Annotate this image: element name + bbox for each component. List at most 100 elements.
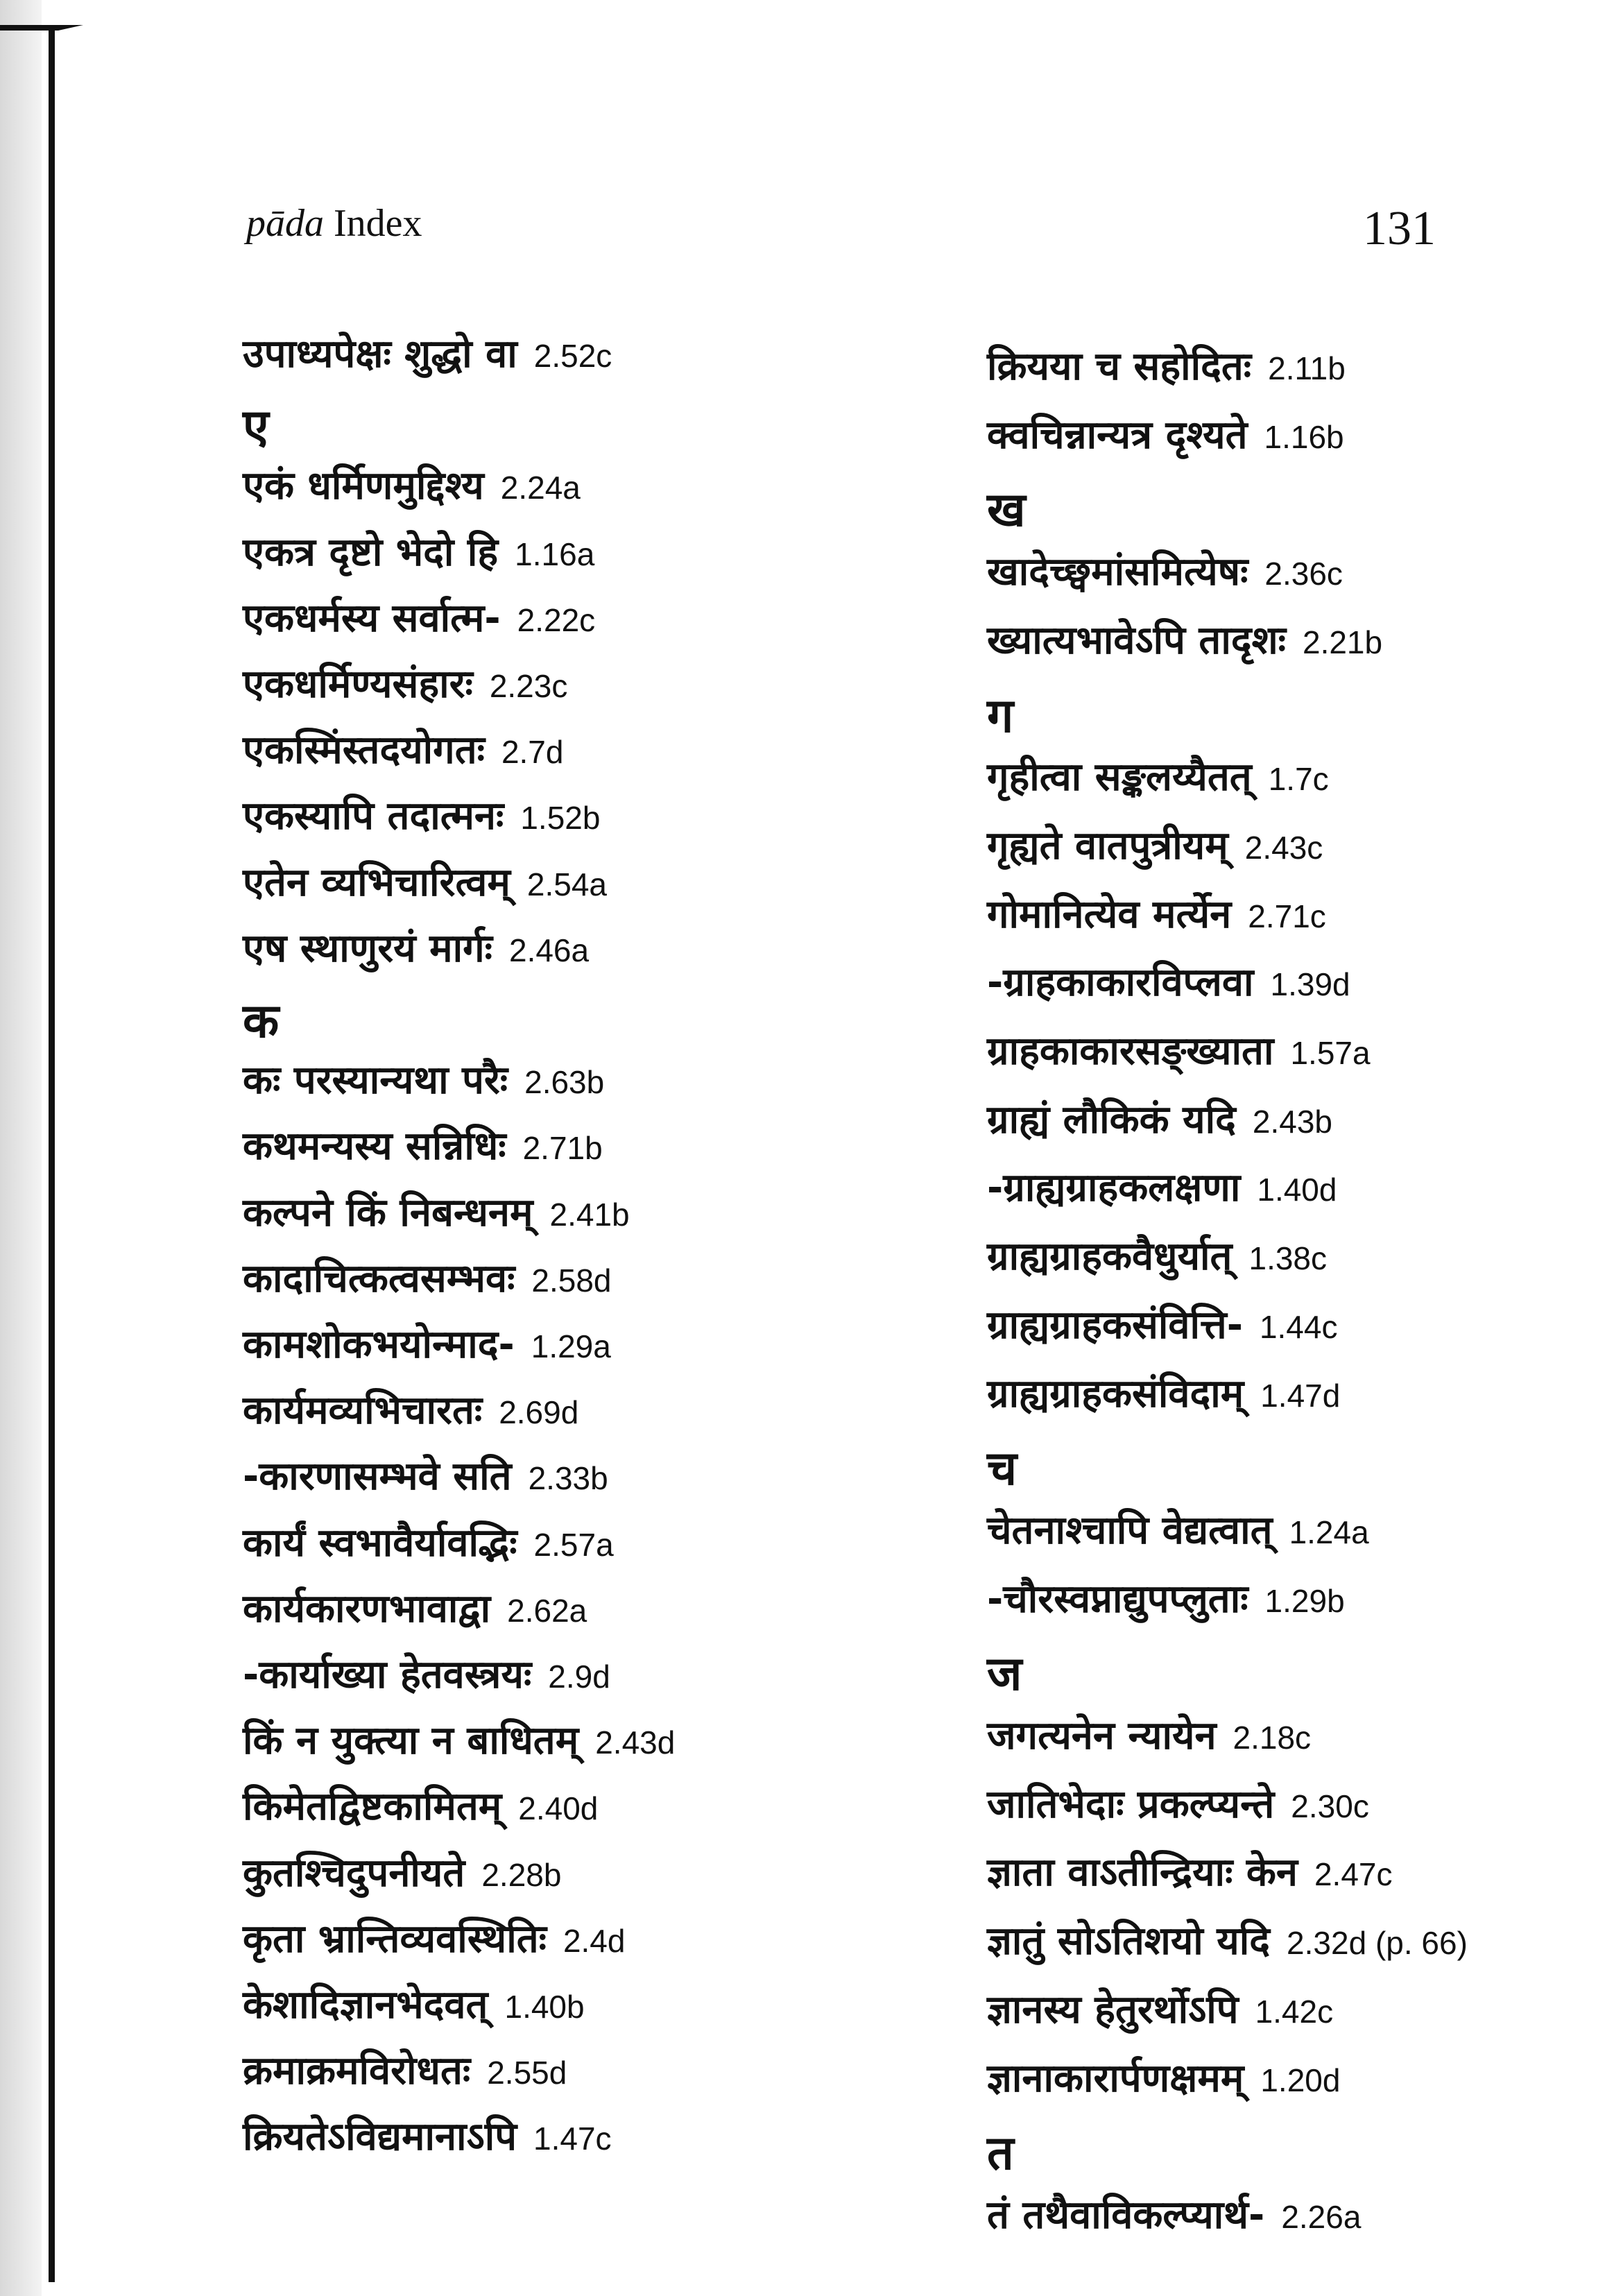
verse-reference: 2.54a xyxy=(526,866,608,902)
pada-text: क्रमाक्रमविरोधतः xyxy=(243,2048,471,2094)
pada-text: खादेच्छ्वमांसमित्येषः xyxy=(987,549,1248,595)
index-entry: एकस्यापि तदात्मनः 1.52b xyxy=(243,788,600,841)
index-entry: किं न युक्त्या न बाधितम् 2.43d xyxy=(243,1713,675,1765)
index-entry: क्रियया च सहोदितः 2.11b xyxy=(987,339,1346,391)
index-entry: जातिभेदाः प्रकल्प्यन्ते 2.30c xyxy=(987,1776,1369,1829)
pada-text: ग्राहकाकारसङ्ख्याता xyxy=(987,1029,1274,1074)
section-letter-heading: ख xyxy=(987,475,1026,540)
index-entry: -चौरस्वप्नाद्युपप्लुताः 1.29b xyxy=(987,1571,1345,1624)
pada-text: ज्ञातुं सोऽतिशयो यदि xyxy=(987,1919,1271,1964)
verse-reference: 2.7d xyxy=(501,734,564,771)
verse-reference: 1.57a xyxy=(1290,1035,1371,1071)
verse-reference: 2.33b xyxy=(528,1460,608,1497)
pada-text: कृता भ्रान्तिव्यवस्थितिः xyxy=(243,1916,547,1962)
pada-text: गोमानित्येव मर्त्येन xyxy=(987,891,1232,937)
pada-text: कः परस्यान्यथा परैः xyxy=(243,1058,508,1104)
verse-reference: 2.62a xyxy=(507,1592,587,1629)
pada-text: एकस्यापि तदात्मनः xyxy=(243,794,504,839)
index-entry: तं तथैवाविकल्प्यार्थ- 2.26a xyxy=(987,2187,1361,2240)
index-entry: उपाध्यपेक्षः शुद्धो वा 2.52c xyxy=(243,326,612,379)
verse-reference: 1.39d xyxy=(1270,966,1350,1003)
verse-reference: 1.52b xyxy=(520,800,601,837)
pada-text: कामशोकभयोन्माद- xyxy=(243,1322,515,1367)
pada-text: कादाचित्कत्वसम्भवः xyxy=(243,1256,515,1301)
verse-reference: 2.18c xyxy=(1233,1720,1312,1756)
section-letter-heading: ए xyxy=(243,392,269,456)
pada-text: कार्यकारणभावाद्वा xyxy=(243,1586,491,1631)
verse-reference: 1.16a xyxy=(515,536,595,572)
index-entry: गृहीत्वा सङ्कलय्यैतत् 1.7c xyxy=(987,749,1329,802)
section-letter: ग xyxy=(987,688,1014,744)
verse-reference: 2.24a xyxy=(500,470,581,506)
verse-reference: 2.47c xyxy=(1314,1856,1393,1893)
pada-text: ज्ञाता वाऽतीन्द्रियाः केन xyxy=(987,1850,1298,1896)
pada-text: -ग्राहकाकारविप्लवा xyxy=(987,960,1254,1006)
index-entry: ज्ञानाकारार्पणक्षमम् 1.20d xyxy=(987,2050,1340,2103)
pada-text: चेतनाश्चापि वेद्यत्वात् xyxy=(987,1507,1273,1553)
section-letter-heading: क xyxy=(243,986,279,1051)
verse-reference: 2.21b xyxy=(1302,624,1383,660)
pada-text: कार्यमव्यभिचारतः xyxy=(243,1388,483,1434)
section-letter: ज xyxy=(987,1647,1022,1702)
pada-text: जातिभेदाः प्रकल्प्यन्ते xyxy=(987,1781,1275,1827)
index-entry: एकधर्मिण्यसंहारः 2.23c xyxy=(243,656,567,709)
index-entry: ज्ञातुं सोऽतिशयो यदि 2.32d (p. 66) xyxy=(987,1913,1468,1966)
index-entry: जगत्यनेन न्यायेन 2.18c xyxy=(987,1708,1311,1760)
section-letter-heading: त xyxy=(987,2118,1014,2183)
pada-text: जगत्यनेन न्यायेन xyxy=(987,1713,1217,1758)
pada-text: कथमन्यस्य सन्निधिः xyxy=(243,1124,506,1170)
verse-reference: 2.9d xyxy=(548,1659,610,1695)
pada-text: ज्ञानस्य हेतुरर्थोऽपि xyxy=(987,1987,1239,2032)
index-entry: कः परस्यान्यथा परैः 2.63b xyxy=(243,1052,604,1105)
section-letter: ख xyxy=(987,483,1026,538)
running-header: pāda Index xyxy=(246,201,422,246)
binding-mark xyxy=(0,25,83,31)
index-entry: ख्यात्यभावेऽपि तादृशः 2.21b xyxy=(987,612,1382,665)
verse-reference: 2.52c xyxy=(533,338,612,374)
index-entry: गोमानित्येव मर्त्येन 2.71c xyxy=(987,886,1326,939)
pada-text: -ग्राह्यग्राहकलक्षणा xyxy=(987,1165,1241,1211)
index-entry: ग्राह्यं लौकिकं यदि 2.43b xyxy=(987,1092,1332,1145)
index-entry: एकस्मिंस्तदयोगतः 2.7d xyxy=(243,722,563,775)
pada-text: गृह्यते वातपुत्रीयम् xyxy=(987,823,1228,868)
pada-text: एकं धर्मिणमुद्दिश्य xyxy=(243,463,484,509)
pada-text: एष स्थाणुरयं मार्गः xyxy=(243,925,492,971)
verse-reference: 2.22c xyxy=(517,601,596,638)
pada-text: किं न युक्त्या न बाधितम् xyxy=(243,1718,579,1764)
verse-reference: 1.29b xyxy=(1264,1582,1345,1619)
pada-text: ग्राह्यग्राहकसंविदाम् xyxy=(987,1371,1244,1416)
pada-text: ग्राह्यग्राहकसंवित्ति- xyxy=(987,1302,1243,1348)
binding-line xyxy=(49,28,55,2282)
section-letter-heading: ज xyxy=(987,1639,1022,1704)
pada-text: -चौरस्वप्नाद्युपप्लुताः xyxy=(987,1576,1248,1622)
index-entry: ज्ञानस्य हेतुरर्थोऽपि 1.42c xyxy=(987,1982,1333,2034)
index-entry: -कार्याख्या हेतवस्त्रयः 2.9d xyxy=(243,1647,610,1699)
pada-text: -कार्याख्या हेतवस्त्रयः xyxy=(243,1652,532,1697)
index-entry: कार्यं स्वभावैर्यावद्भिः 2.57a xyxy=(243,1515,614,1568)
pada-text: केशादिज्ञानभेदवत् xyxy=(243,1982,488,2028)
index-entry: क्वचिन्नान्यत्र दृश्यते 1.16b xyxy=(987,407,1344,460)
verse-reference: 2.58d xyxy=(531,1262,612,1299)
verse-reference: 2.11b xyxy=(1268,350,1346,386)
pada-text: एकधर्मिण्यसंहारः xyxy=(243,662,473,707)
index-entry: ग्राह्यग्राहकसंवित्ति- 1.44c xyxy=(987,1297,1337,1350)
pada-text: क्वचिन्नान्यत्र दृश्यते xyxy=(987,412,1248,458)
index-entry: एकं धर्मिणमुद्दिश्य 2.24a xyxy=(243,458,581,511)
pada-text: गृहीत्वा सङ्कलय्यैतत् xyxy=(987,755,1252,800)
pada-text: कल्पने किं निबन्धनम् xyxy=(243,1190,533,1235)
index-entry: एतेन व्यभिचारित्वम् 2.54a xyxy=(243,855,607,907)
verse-reference: 1.40d xyxy=(1257,1172,1337,1208)
index-entry: कथमन्यस्य सन्निधिः 2.71b xyxy=(243,1118,603,1171)
index-entry: चेतनाश्चापि वेद्यत्वात् 1.24a xyxy=(987,1502,1369,1555)
pada-text: कार्यं स्वभावैर्यावद्भिः xyxy=(243,1520,517,1566)
verse-reference: 2.23c xyxy=(489,668,568,704)
section-letter: क xyxy=(243,994,280,1049)
pada-text: उपाध्यपेक्षः शुद्धो वा xyxy=(243,332,517,377)
index-entry: कुतश्चिदुपनीयते 2.28b xyxy=(243,1845,561,1898)
verse-reference: 1.42c xyxy=(1255,1993,1334,2030)
verse-reference: 2.4d xyxy=(563,1922,626,1959)
pada-text: ग्राह्यग्राहकवैधुर्यात् xyxy=(987,1234,1233,1280)
index-entry: ज्ञाता वाऽतीन्द्रियाः केन 2.47c xyxy=(987,1844,1393,1897)
index-entry: कार्यमव्यभिचारतः 2.69d xyxy=(243,1382,578,1435)
pada-text: एकस्मिंस्तदयोगतः xyxy=(243,728,485,773)
